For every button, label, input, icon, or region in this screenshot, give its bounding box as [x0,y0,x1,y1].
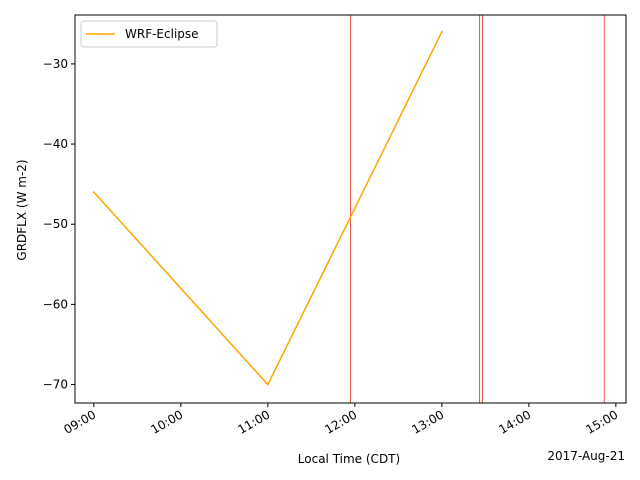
x-axis-label: Local Time (CDT) [298,452,400,466]
plot-area [92,15,605,403]
y-axis-label: GRDFLX (W m-2) [15,159,29,260]
legend: WRF-Eclipse [80,20,218,48]
legend-label: WRF-Eclipse [125,27,199,41]
y-tick-label: −50 [43,217,68,231]
y-axis: −30 −40 −50 −60 −70 [43,57,75,392]
y-tick-label: −60 [43,297,68,311]
axes-frame [74,14,627,404]
data-point [440,30,443,33]
date-label: 2017-Aug-21 [547,449,625,463]
y-tick-label: −40 [43,137,68,151]
y-tick-label: −30 [43,57,68,71]
y-tick-label: −70 [43,378,68,392]
legend-box [80,20,218,48]
data-point [92,191,95,194]
data-point [266,383,269,386]
